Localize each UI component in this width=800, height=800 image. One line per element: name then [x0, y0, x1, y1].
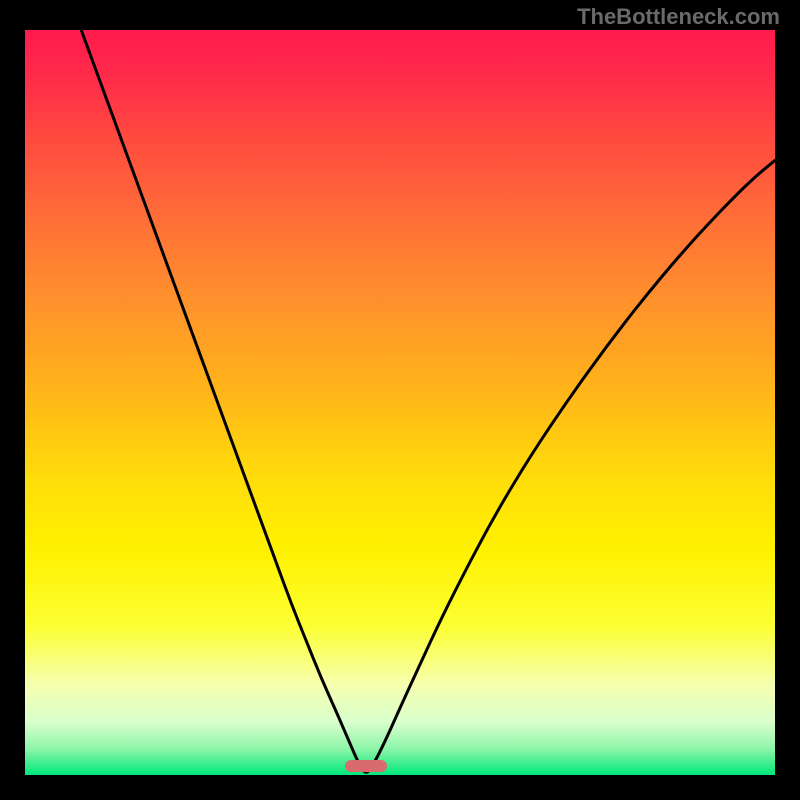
- bottleneck-marker: [345, 760, 387, 772]
- watermark-text: TheBottleneck.com: [577, 4, 780, 30]
- chart-container: TheBottleneck.com: [0, 0, 800, 800]
- gradient-plot-area: [25, 30, 775, 775]
